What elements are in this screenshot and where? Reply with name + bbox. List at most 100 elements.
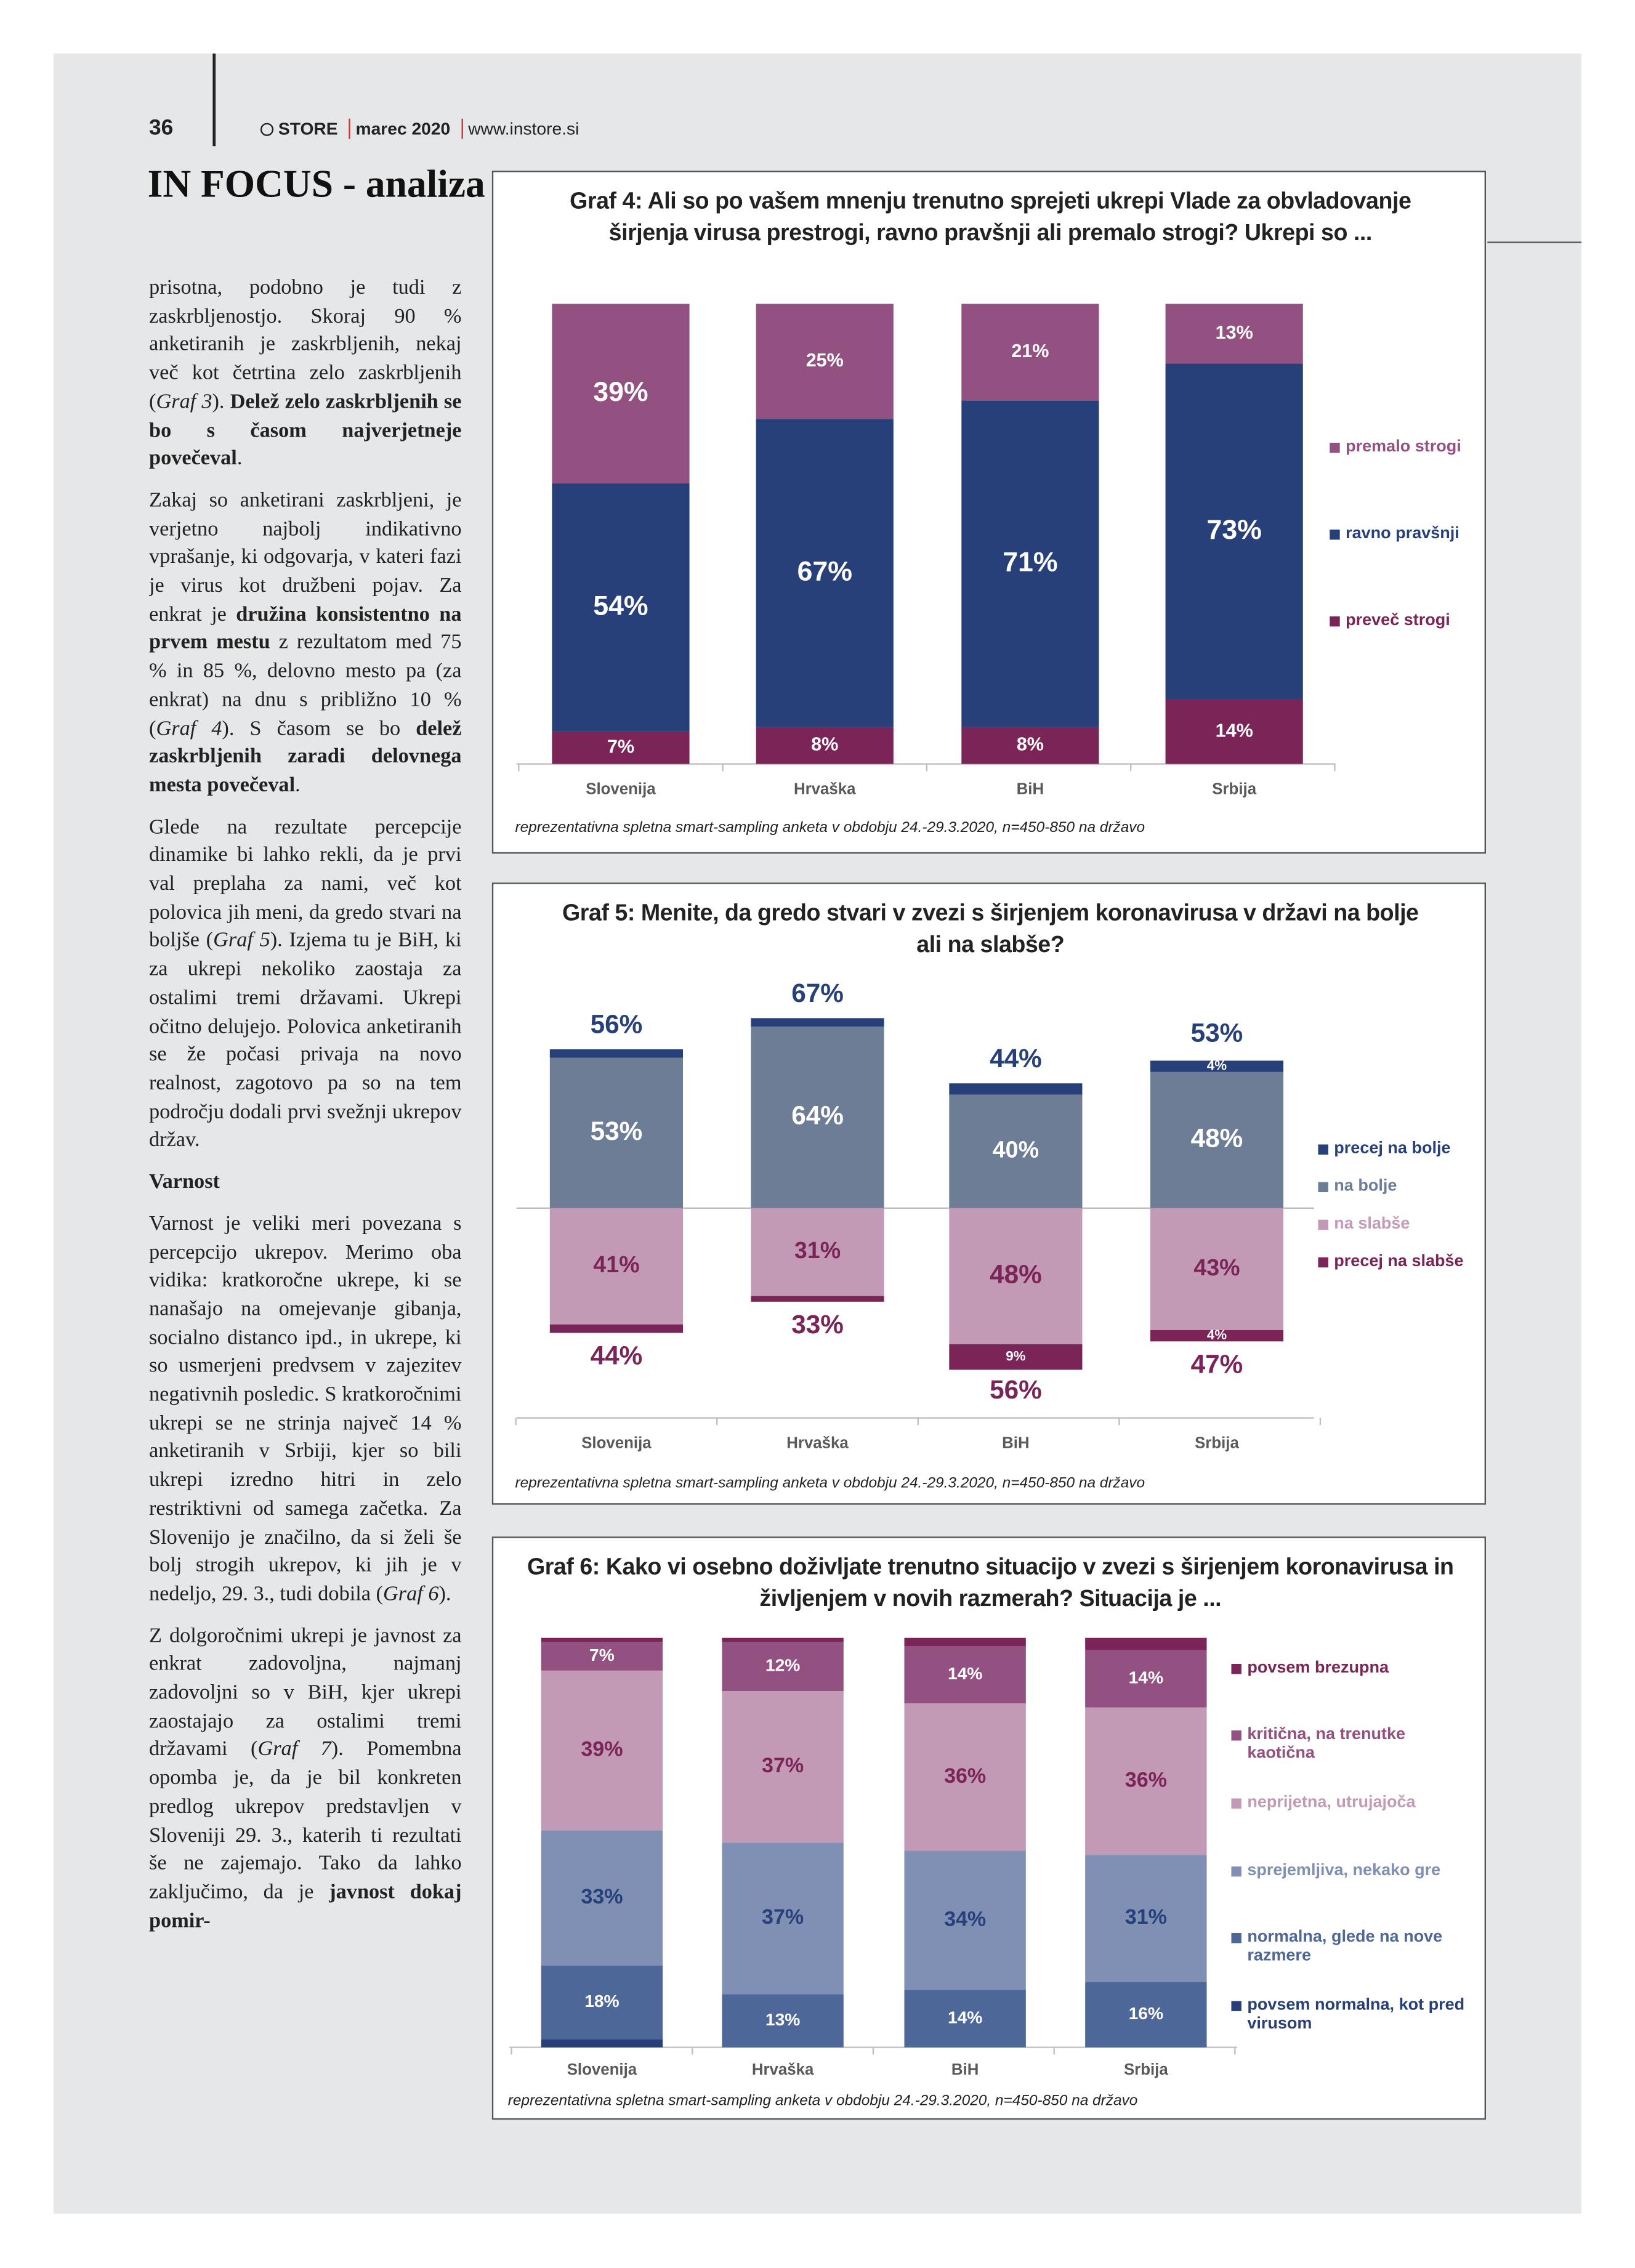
text-run: ).	[212, 390, 230, 414]
bar-segment	[949, 1083, 1083, 1095]
category-label: Hrvaška	[752, 2061, 814, 2078]
legend-swatch	[1231, 2001, 1241, 2011]
value-label: 48%	[1191, 1124, 1243, 1153]
legend-swatch	[1318, 1144, 1328, 1155]
text-run: prisotna, podobno je tudi z zaskrbljenos…	[149, 276, 462, 414]
legend-swatch	[1330, 616, 1340, 627]
value-label: 43%	[1193, 1254, 1240, 1280]
legend-swatch	[1330, 529, 1340, 540]
bar-segment	[904, 1637, 1026, 1646]
legend-item: na slabše	[1318, 1216, 1484, 1235]
legend-label: na bolje	[1334, 1177, 1397, 1195]
bar-segment	[756, 304, 894, 419]
text-run: javnost dokaj pomir-	[149, 1881, 462, 1933]
legend-item: ravno pravšnji	[1330, 525, 1488, 544]
legend-item: normalna, glede na nove razmere	[1231, 1929, 1470, 1966]
legend-item: povsem brezupna	[1231, 1660, 1470, 1679]
legend-item: sprejemljiva, nekako gre	[1231, 1862, 1470, 1881]
text-run: Varnost je veliki meri povezana s percep…	[149, 1212, 462, 1606]
header-rule	[212, 53, 216, 147]
text-run: Z dolgoročnimi ukrepi je javnost za enkr…	[149, 1624, 462, 1762]
legend-swatch	[1231, 1663, 1241, 1674]
value-label: 21%	[1011, 341, 1049, 361]
chart-title: Graf 6: Kako vi osebno doživljate trenut…	[527, 1555, 1454, 1612]
section-rule	[1487, 241, 1582, 243]
chart-note: reprezentativna spletna smart-sampling a…	[515, 1475, 1145, 1492]
category-label: BiH	[951, 2061, 979, 2078]
paragraph: Z dolgoročnimi ukrepi je javnost za enkr…	[149, 1623, 462, 1936]
bar-segment	[1165, 363, 1303, 700]
legend-label: ravno pravšnji	[1346, 525, 1459, 543]
bar-segment	[961, 400, 1099, 727]
issue: marec 2020	[355, 118, 451, 139]
value-label: 53%	[591, 1116, 643, 1145]
value-label: 13%	[1216, 322, 1253, 343]
text-run: družina konsistentno na prvem mestu	[149, 603, 462, 655]
value-label: 39%	[593, 377, 648, 407]
legend-item: povsem normalna, kot pred virusom	[1231, 1996, 1470, 2034]
chart-note: reprezentativna spletna smart-sampling a…	[507, 2093, 1138, 2110]
value-label: 31%	[1125, 1905, 1167, 1929]
text-run: ). Izjema tu je BiH, ki za ukrepi nekoli…	[149, 929, 462, 1153]
bar-segment	[1085, 1982, 1207, 2048]
bar-segment	[1085, 1707, 1207, 1855]
section-heading: Varnost	[149, 1169, 462, 1198]
bar-segment	[552, 304, 690, 483]
legend-swatch	[1318, 1182, 1328, 1193]
value-label: 33%	[581, 1885, 623, 1908]
bar-segment	[1165, 304, 1303, 364]
value-label: 13%	[765, 2009, 800, 2029]
value-label: 14%	[1129, 1668, 1163, 1687]
bar-segment	[1150, 1071, 1284, 1208]
bar-segment	[549, 1057, 683, 1208]
value-label: 34%	[944, 1907, 986, 1931]
value-label: 64%	[791, 1101, 844, 1130]
bar-segment	[552, 732, 690, 764]
value-label: 54%	[593, 591, 648, 621]
value-label: 8%	[811, 734, 838, 755]
text-run: .	[295, 773, 301, 797]
paragraph: Glede na rezultate percepcije dinamike b…	[149, 814, 462, 1156]
logo-icon	[260, 123, 274, 136]
value-label: 12%	[765, 1655, 800, 1675]
value-label: 14%	[948, 1663, 982, 1683]
category-label: BiH	[1002, 1435, 1029, 1452]
category-label: BiH	[1017, 781, 1044, 798]
bar-segment	[961, 304, 1099, 401]
value-label: 67%	[797, 556, 852, 586]
value-label: 7%	[607, 736, 634, 757]
legend-label: premalo strogi	[1346, 438, 1461, 456]
text-run: Varnost	[149, 1171, 220, 1194]
value-label: 8%	[1017, 734, 1044, 755]
text-run: Graf 6	[383, 1583, 439, 1606]
bar-segment	[722, 1637, 844, 1642]
total-label: 33%	[791, 1310, 844, 1339]
bar-segment	[1150, 1208, 1284, 1330]
bar-segment	[541, 1830, 663, 1966]
bar-segment	[549, 1208, 683, 1325]
bar-segment	[541, 1637, 663, 1642]
legend-label: precej na slabše	[1334, 1253, 1464, 1270]
bar-segment	[1150, 1060, 1284, 1072]
value-label: 40%	[993, 1137, 1039, 1163]
legend-swatch	[1318, 1257, 1328, 1268]
value-label: 18%	[584, 1991, 619, 2011]
bar-segment	[552, 483, 690, 732]
value-label: 16%	[1129, 2003, 1163, 2023]
value-label: 37%	[762, 1754, 804, 1777]
bar-segment	[541, 1670, 663, 1831]
text-run: ).	[438, 1583, 451, 1606]
legend-label: normalna, glede na nove razmere	[1247, 1928, 1443, 1965]
legend-label: sprejemljiva, nekako gre	[1247, 1862, 1441, 1880]
text-run: ). Pomembna opomba je, da je bil konkret…	[149, 1738, 462, 1904]
bar-segment	[549, 1324, 683, 1333]
value-label: 4%	[1207, 1327, 1227, 1342]
category-label: Slovenija	[567, 2061, 637, 2078]
text-run: ). S časom se bo	[222, 717, 416, 740]
article: prisotna, podobno je tudi z zaskrbljenos…	[149, 275, 462, 2211]
bar-segment	[949, 1344, 1083, 1370]
legend-label: povsem normalna, kot pred virusom	[1247, 1996, 1465, 2033]
